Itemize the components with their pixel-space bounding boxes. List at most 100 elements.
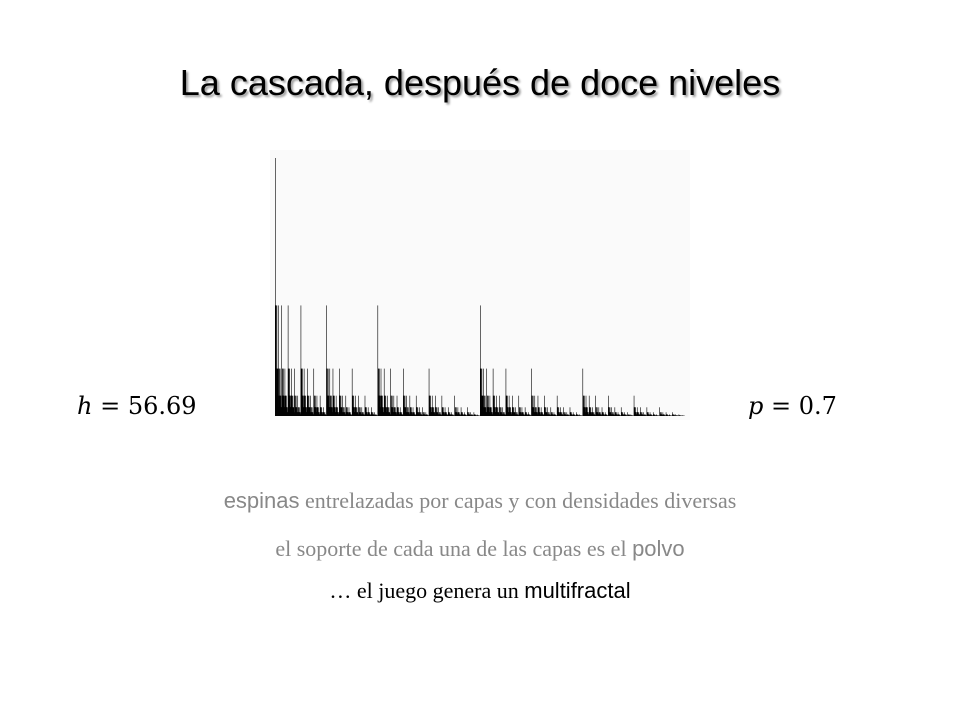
cascade-bar <box>403 395 405 416</box>
cascade-bar <box>558 407 560 416</box>
cascade-bar <box>367 412 368 416</box>
cascade-bar <box>324 412 326 416</box>
cascade-bar <box>434 412 435 416</box>
cascade-bar <box>343 407 345 416</box>
caption-line-1-post: entrelazadas por capas y con densidades … <box>299 488 737 513</box>
cascade-bar <box>375 414 376 416</box>
cascade-bar <box>618 414 620 416</box>
cascade-bar <box>471 415 473 416</box>
cascade-bar <box>282 395 284 416</box>
cascade-bar <box>521 414 522 416</box>
cascade-bar <box>643 414 645 416</box>
param-h-value: 56.69 <box>127 392 197 420</box>
cascade-bar <box>578 415 580 416</box>
cascade-bar <box>524 414 525 416</box>
cascade-bar <box>649 415 650 416</box>
cascade-bar <box>629 415 631 416</box>
cascade-bar <box>534 412 535 416</box>
cascade-bar <box>510 407 512 416</box>
cascade-bar <box>662 414 664 416</box>
cascade-bar <box>592 412 594 416</box>
cascade-bar <box>467 412 469 416</box>
cascade-bar <box>423 414 425 416</box>
cascade-bar <box>520 412 522 416</box>
cascade-bar <box>412 414 413 416</box>
cascade-bar <box>306 412 308 416</box>
cascade-bar <box>672 414 674 416</box>
cascade-bar <box>430 395 431 416</box>
cascade-bar <box>358 407 360 416</box>
cascade-bar <box>610 412 611 416</box>
cascade-bar <box>616 412 617 416</box>
caption-line-2: el soporte de cada una de las capas es e… <box>0 536 960 562</box>
cascade-bar <box>646 407 648 416</box>
cascade-bar <box>406 407 408 416</box>
cascade-bar <box>341 407 342 416</box>
cascade-bar <box>362 414 364 416</box>
cascade-bar <box>333 395 335 416</box>
cascade-bar <box>535 407 536 416</box>
cascade-bar <box>463 414 464 416</box>
cascade-bar <box>539 412 541 416</box>
cascade-bar <box>455 407 456 416</box>
cascade-bar <box>519 412 521 416</box>
cascade-bar <box>670 415 672 416</box>
cascade-bar <box>530 415 532 416</box>
cascade-bar <box>419 412 421 416</box>
cascade-bar <box>297 407 299 416</box>
cascade-bar <box>629 415 630 416</box>
cascade-bar <box>673 415 674 416</box>
cascade-bar <box>506 395 507 416</box>
cascade-bar <box>308 395 310 416</box>
cascade-bar <box>520 407 521 416</box>
cascade-bar <box>634 407 635 416</box>
cascade-bar <box>343 412 345 416</box>
cascade-bar <box>521 407 523 416</box>
cascade-bar <box>518 415 519 416</box>
cascade-bar <box>644 415 646 416</box>
cascade-bar <box>318 407 319 416</box>
cascade-bar <box>360 412 362 416</box>
cascade-bar <box>661 414 662 416</box>
cascade-bar <box>415 414 416 416</box>
cascade-bar <box>597 412 599 416</box>
cascade-bar <box>554 414 556 416</box>
cascade-bar <box>331 407 333 416</box>
cascade-bar <box>509 407 510 416</box>
cascade-bar <box>490 407 492 416</box>
cascade-bar <box>592 412 594 416</box>
cascade-bar <box>334 407 336 416</box>
cascade-bar <box>354 412 356 416</box>
cascade-bar <box>631 415 632 416</box>
cascade-bar <box>431 395 433 416</box>
cascade-bar <box>436 412 437 416</box>
cascade-bar <box>474 415 476 416</box>
cascade-bar <box>552 414 554 416</box>
cascade-bar <box>589 407 590 416</box>
cascade-bar <box>388 412 389 416</box>
cascade-bar <box>610 414 612 416</box>
cascade-bar <box>416 407 417 416</box>
cascade-bar <box>537 414 538 416</box>
cascade-bar <box>582 368 584 416</box>
cascade-bar <box>615 412 616 416</box>
cascade-bar <box>388 407 390 416</box>
cascade-bar <box>343 407 344 416</box>
cascade-bar <box>571 414 573 416</box>
cascade-bar <box>279 368 281 416</box>
cascade-bar <box>666 414 667 416</box>
cascade-bar <box>516 414 518 416</box>
cascade-bar <box>574 415 576 416</box>
cascade-bar <box>449 414 450 416</box>
cascade-bar <box>350 414 352 416</box>
cascade-bar <box>662 415 663 416</box>
cascade-bar <box>622 414 623 416</box>
cascade-bar <box>459 414 461 416</box>
cascade-bar <box>585 412 586 416</box>
cascade-bar <box>377 305 379 416</box>
cascade-bar <box>415 415 417 416</box>
cascade-bar <box>277 368 278 416</box>
cascade-bar <box>645 415 647 416</box>
cascade-bar <box>465 414 467 416</box>
cascade-bar <box>339 395 341 416</box>
